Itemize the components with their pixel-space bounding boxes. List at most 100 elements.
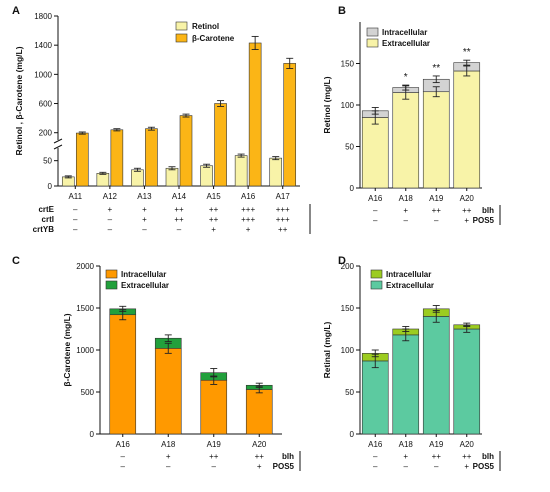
genotype-value: – — [404, 216, 409, 225]
genotype-value: – — [142, 225, 147, 234]
x-tick-label: A20 — [252, 440, 267, 449]
y-axis-title: Retinal (mg/L) — [322, 322, 332, 379]
genotype-value: ++ — [432, 452, 442, 461]
panel-label-d: D — [338, 255, 346, 267]
genotype-value: ++ — [174, 215, 184, 224]
genotype-value: +++ — [276, 205, 290, 214]
y-tick-label: 1000 — [76, 346, 94, 355]
legend-label: Extracellular — [382, 39, 430, 48]
y-axis-title: β-Carotene (mg/L) — [62, 313, 72, 386]
bar-intracellular-A18 — [154, 348, 182, 435]
bar-carotene-A12 — [110, 129, 124, 187]
genotype-value: + — [211, 225, 216, 234]
x-tick-label: A18 — [399, 440, 414, 449]
bar-extracellular-A20 — [453, 70, 481, 189]
bar-extracellular-A19 — [422, 316, 450, 435]
y-tick-label: 500 — [81, 388, 95, 397]
panel-label-b: B — [338, 5, 346, 17]
x-tick-label: A19 — [207, 440, 222, 449]
legend-swatch — [370, 269, 383, 279]
genotype-row-label: blh — [282, 452, 294, 461]
genotype-value: – — [166, 462, 171, 471]
bar-retinol-A17 — [269, 157, 283, 187]
bar-intracellular-A19 — [200, 379, 228, 435]
genotype-value: + — [403, 206, 408, 215]
bar-retinol-A12 — [96, 173, 110, 187]
bar-intracellular-A20 — [245, 389, 273, 435]
x-tick-label: A20 — [460, 440, 475, 449]
y-tick-label: 150 — [341, 60, 355, 69]
genotype-value: – — [373, 452, 378, 461]
x-tick-label: A16 — [368, 194, 383, 203]
legend-label: Extracellular — [121, 281, 169, 290]
bar-retinol-A15 — [200, 165, 213, 187]
genotype-value: ++ — [174, 205, 184, 214]
legend-swatch — [366, 38, 379, 48]
genotype-value: – — [73, 205, 78, 214]
bar-extracellular-A18 — [392, 92, 420, 189]
x-tick-label: A11 — [68, 192, 82, 201]
genotype-value: ++ — [462, 452, 472, 461]
x-tick-label: A16 — [368, 440, 383, 449]
y-tick-label: 100 — [341, 346, 355, 355]
legend-label: Retinol — [192, 22, 219, 31]
y-tick-label: 0 — [48, 182, 53, 191]
genotype-value: – — [373, 462, 378, 471]
significance-mark: ** — [463, 47, 471, 58]
genotype-value: – — [177, 225, 182, 234]
x-tick-label: A16 — [116, 440, 131, 449]
genotype-value: + — [142, 215, 147, 224]
genotype-value: + — [257, 462, 262, 471]
legend-swatch — [175, 21, 188, 31]
y-axis-title: Retinol (mg/L) — [322, 76, 332, 133]
genotype-value: – — [212, 462, 217, 471]
genotype-value: – — [108, 225, 113, 234]
x-tick-label: A12 — [103, 192, 118, 201]
legend-label: β-Carotene — [192, 34, 235, 43]
genotype-row-label: POS5 — [273, 462, 295, 471]
genotype-value: – — [73, 215, 78, 224]
genotype-value: + — [108, 205, 113, 214]
y-tick-label: 50 — [345, 143, 354, 152]
bar-carotene-A11 — [75, 132, 89, 187]
y-tick-label: 600 — [39, 100, 53, 109]
genotype-value: ++ — [209, 215, 219, 224]
legend-swatch — [175, 33, 188, 43]
genotype-row-label: crtI — [42, 215, 54, 224]
y-tick-label: 100 — [341, 101, 355, 110]
genotype-value: ++ — [462, 206, 472, 215]
x-tick-label: A19 — [429, 194, 444, 203]
panel-a: A 200 600 1000 1400 1800 0 50 Retinol , β-Carote… — [12, 5, 311, 234]
y-tick-label: 150 — [341, 304, 355, 313]
y-tick-label: 200 — [341, 262, 355, 271]
bar-carotene-A13 — [145, 128, 158, 187]
genotype-value: – — [373, 216, 378, 225]
legend-swatch — [105, 269, 118, 279]
genotype-value: + — [464, 462, 469, 471]
y-tick-label: 1500 — [76, 304, 94, 313]
bar-carotene-A17 — [283, 63, 297, 187]
bar-retinol-A13 — [131, 169, 144, 187]
panel-label-c: C — [12, 255, 20, 267]
x-tick-label: A19 — [429, 440, 444, 449]
bar-retinol-A14 — [165, 167, 179, 187]
x-tick-label: A13 — [137, 192, 152, 201]
y-tick-label: 0 — [350, 184, 355, 193]
genotype-value: ++ — [432, 206, 442, 215]
significance-mark: ** — [432, 63, 440, 74]
bar-carotene-A14 — [179, 115, 193, 187]
legend-label: Extracellular — [386, 281, 434, 290]
genotype-value: +++ — [241, 205, 255, 214]
x-tick-label: A17 — [276, 192, 291, 201]
y-tick-label: 200 — [39, 129, 53, 138]
genotype-value: – — [434, 216, 439, 225]
y-tick-label: 2000 — [76, 262, 94, 271]
genotype-value: ++ — [209, 205, 219, 214]
genotype-value: +++ — [276, 215, 290, 224]
genotype-value: – — [434, 462, 439, 471]
genotype-value: – — [108, 215, 113, 224]
genotype-value: + — [403, 452, 408, 461]
